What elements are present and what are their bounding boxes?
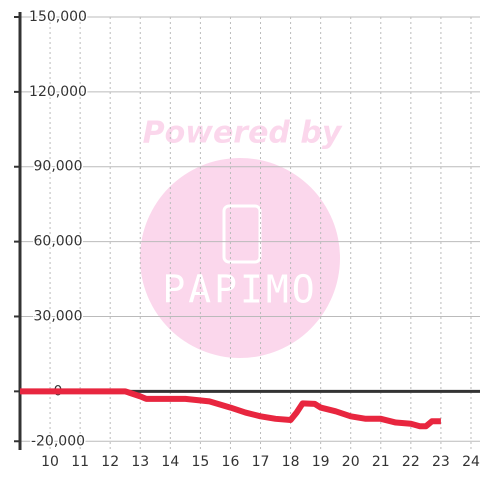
y-tick-label: 30,000 <box>34 308 83 324</box>
x-tick-label: 17 <box>252 454 270 470</box>
x-tick-label: 22 <box>402 454 420 470</box>
x-tick-label: 23 <box>432 454 450 470</box>
watermark-text: Powered by <box>143 116 343 151</box>
x-tick-label: 16 <box>222 454 240 470</box>
x-tick-label: 15 <box>191 454 209 470</box>
data-line <box>20 388 441 430</box>
x-tick-label: 21 <box>372 454 390 470</box>
x-tick-label: 24 <box>462 454 480 470</box>
x-tick-label: 13 <box>131 454 149 470</box>
x-tick-label: 12 <box>101 454 119 470</box>
watermark-circle <box>140 158 340 358</box>
x-tick-label: 10 <box>41 454 59 470</box>
x-tick-label: 18 <box>282 454 300 470</box>
x-tick-label: 19 <box>312 454 330 470</box>
y-tick-label: 60,000 <box>34 234 83 250</box>
y-tick-label: 120,000 <box>29 84 87 100</box>
x-tick-label: 14 <box>161 454 179 470</box>
watermark-logo: PAPIMO <box>162 268 317 312</box>
x-tick-label: 11 <box>71 454 89 470</box>
watermark: Powered by PAPIMO <box>140 116 343 358</box>
y-tick-label: -20,000 <box>31 433 85 449</box>
y-tick-label: 150,000 <box>29 9 87 25</box>
y-tick-label: 90,000 <box>34 159 83 175</box>
watermark-phone <box>222 204 262 264</box>
x-tick-label: 20 <box>342 454 360 470</box>
